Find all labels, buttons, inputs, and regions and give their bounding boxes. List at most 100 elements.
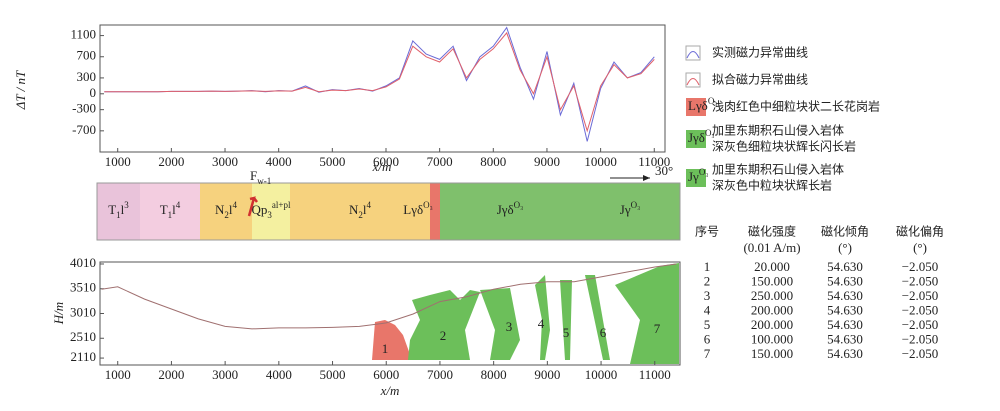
table-cell: 200.000 xyxy=(751,302,793,317)
direction-label: 30° xyxy=(655,163,673,178)
legend-swatch xyxy=(685,45,701,61)
body-label: 7 xyxy=(654,321,661,336)
table-cell: 200.000 xyxy=(751,317,793,332)
table-cell: 150.000 xyxy=(751,273,793,288)
x-tick-label: 11000 xyxy=(639,367,671,382)
label-part: 2 xyxy=(358,210,363,220)
label-part: l xyxy=(172,202,176,217)
strip-segment xyxy=(252,183,290,240)
y-tick-label: 2510 xyxy=(70,329,96,344)
y-axis-label: ΔT / nT xyxy=(13,70,28,110)
table-header: 序号 xyxy=(695,224,719,239)
table-cell: −2.050 xyxy=(902,331,939,346)
x-tick-label: 11000 xyxy=(638,154,670,169)
table-header: 磁化倾角 xyxy=(821,224,869,239)
x-tick-label: 7000 xyxy=(427,367,453,382)
table-cell: 54.630 xyxy=(827,346,863,361)
x-tick-label: 1000 xyxy=(105,154,131,169)
series-line xyxy=(104,26,655,142)
rich-label: LγδO₃ xyxy=(403,200,432,217)
y-tick-label: 2110 xyxy=(70,349,96,364)
label-part: al+pl xyxy=(272,200,291,210)
label-part: Jγ xyxy=(688,169,699,184)
direction-arrow-head xyxy=(643,175,650,181)
x-tick-label: 3000 xyxy=(212,154,238,169)
label-part: T xyxy=(160,202,168,217)
x-tick-label: 2000 xyxy=(158,154,184,169)
label-part: T xyxy=(108,202,116,217)
rich-label: N2l4 xyxy=(215,200,238,220)
y-tick-label: -700 xyxy=(72,122,96,137)
table-header: (0.01 A/m) xyxy=(743,240,800,255)
body-label: 2 xyxy=(440,328,447,343)
label-part: 4 xyxy=(367,200,372,210)
table-cell: −2.050 xyxy=(902,259,939,274)
label-part: 3 xyxy=(267,210,272,220)
body-label: 3 xyxy=(506,319,513,334)
strip-segment xyxy=(440,183,580,240)
top-plot-frame xyxy=(99,24,666,153)
table-cell: 54.630 xyxy=(827,288,863,303)
body xyxy=(535,275,550,360)
y-tick-label: -300 xyxy=(72,101,96,116)
label-part: O₃ xyxy=(708,96,718,106)
label-part: Jγδ xyxy=(688,130,705,145)
strip-segment xyxy=(580,183,680,240)
label-part: O₃ xyxy=(631,200,641,210)
x-tick-label: 10000 xyxy=(584,154,617,169)
table-cell: 20.000 xyxy=(754,259,790,274)
label-part: w-1 xyxy=(257,176,271,186)
table-cell: 2 xyxy=(704,273,711,288)
legend-line xyxy=(686,51,700,59)
y-tick-label: 300 xyxy=(77,69,97,84)
x-tick-label: 10000 xyxy=(585,367,618,382)
body xyxy=(480,288,520,360)
legend-swatch xyxy=(685,72,701,88)
strip-segment xyxy=(430,183,440,240)
y-tick-label: 3010 xyxy=(70,304,96,319)
body-label: 4 xyxy=(538,316,545,331)
y-tick-label: 1100 xyxy=(70,27,96,42)
legend-label: 加里东期积石山侵入岩体 xyxy=(712,162,844,177)
x-tick-label: 2000 xyxy=(158,367,184,382)
legend-line xyxy=(686,78,700,86)
legend-swatch xyxy=(686,169,706,187)
label-part: Qp xyxy=(252,202,268,217)
x-tick-label: 6000 xyxy=(373,367,399,382)
label-part: 1 xyxy=(168,210,173,220)
table-cell: 4 xyxy=(704,302,711,317)
y-tick-label: 0 xyxy=(90,85,97,100)
y-axis-label: H/m xyxy=(51,302,66,325)
strip-frame xyxy=(96,182,681,241)
label-part: l xyxy=(363,202,367,217)
table-cell: 54.630 xyxy=(827,317,863,332)
label-part: O₃ xyxy=(423,200,433,210)
x-tick-label: 7000 xyxy=(427,154,453,169)
table-cell: 150.000 xyxy=(751,346,793,361)
label-part: Lγδ xyxy=(403,202,423,217)
x-tick-label: 9000 xyxy=(534,367,560,382)
label-part: N xyxy=(349,202,359,217)
legend-label: 拟合磁力异常曲线 xyxy=(712,72,808,87)
legend-label: 深灰色中粒块状辉长岩 xyxy=(712,178,832,193)
x-tick-label: 6000 xyxy=(373,154,399,169)
x-axis-label: x/m xyxy=(372,159,392,174)
table-cell: 54.630 xyxy=(827,259,863,274)
table-cell: 54.630 xyxy=(827,273,863,288)
table-cell: 3 xyxy=(704,288,711,303)
strip-segment xyxy=(200,183,252,240)
table-cell: −2.050 xyxy=(902,273,939,288)
table-cell: −2.050 xyxy=(902,288,939,303)
series-line xyxy=(104,31,655,133)
body xyxy=(615,263,679,364)
label-part: l xyxy=(121,202,125,217)
x-tick-label: 1000 xyxy=(105,367,131,382)
table-cell: 250.000 xyxy=(751,288,793,303)
y-tick-label: 3510 xyxy=(70,280,96,295)
table-cell: 5 xyxy=(704,317,711,332)
label-part: F xyxy=(250,168,257,183)
rich-label: T1l3 xyxy=(108,200,129,220)
label-part: l xyxy=(229,202,233,217)
rich-label: LγδO₃ xyxy=(688,96,717,113)
